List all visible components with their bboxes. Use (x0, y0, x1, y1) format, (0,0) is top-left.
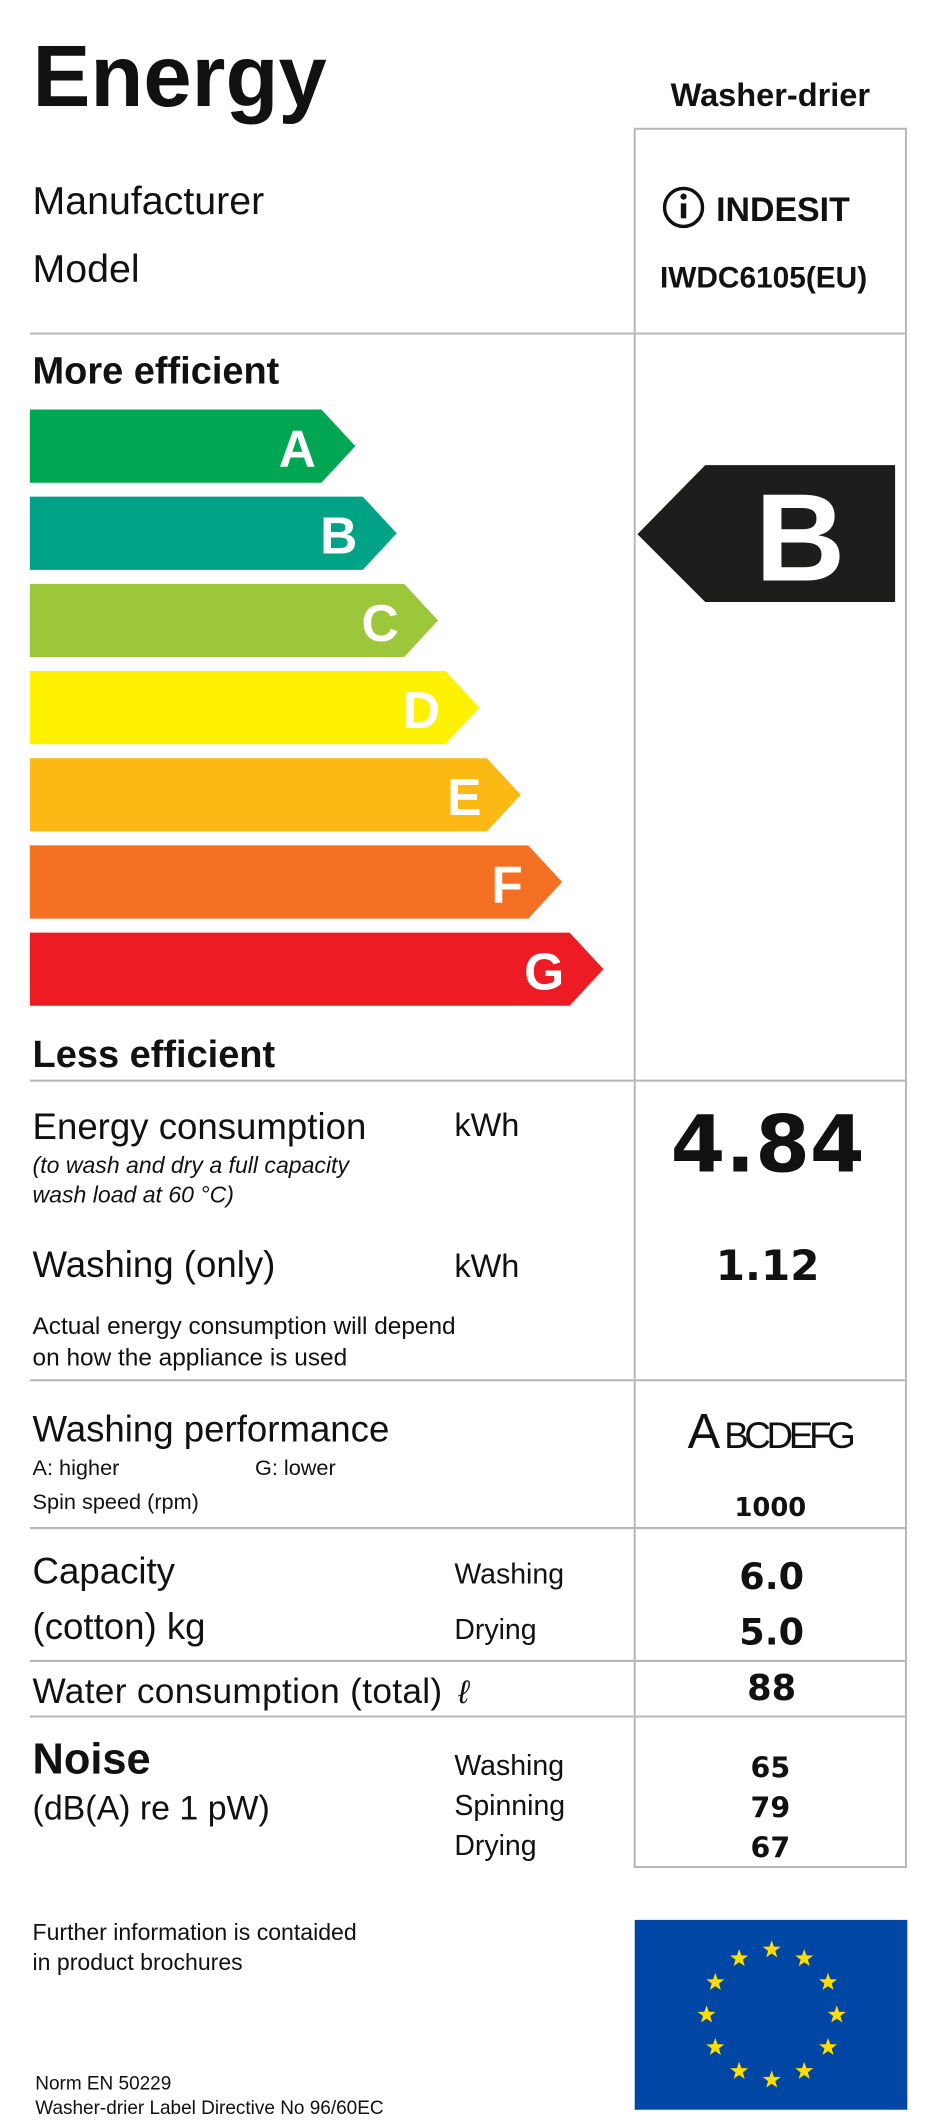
class-letter: E (447, 768, 481, 826)
washing-only-value: 1.12 (716, 1241, 820, 1290)
energy-label-text: Energy consumption (33, 1106, 367, 1147)
appliance: Washer-drier (671, 77, 871, 113)
spin-value: 1000 (734, 1493, 806, 1523)
class-bar (29, 409, 356, 483)
less-efficient: Less efficient (33, 1034, 276, 1076)
logo-stem (680, 203, 687, 219)
logo-dot (680, 193, 687, 200)
class-letter: G (524, 943, 564, 1001)
energy-value: 4.84 (671, 1098, 865, 1190)
class-bar (29, 496, 397, 570)
noise-unit: (dB(A) re 1 pW) (33, 1790, 270, 1828)
info: Further information is contaided (33, 1919, 357, 1945)
noise-row-value: 65 (751, 1752, 791, 1785)
noise-row-label: Drying (454, 1830, 536, 1862)
rating-arrow (637, 465, 896, 603)
noise-row-value: 67 (751, 1832, 791, 1865)
model: IWDC6105(EU) (660, 261, 867, 294)
eu-star (730, 1948, 749, 1967)
performance-label: Washing performance (33, 1408, 390, 1449)
performance-higher: A: higher (33, 1455, 120, 1480)
eu-star (730, 2061, 749, 2079)
logo-ring (662, 186, 705, 229)
performance-lower: G: lower (255, 1455, 336, 1480)
capacity-label: Capacity (33, 1551, 176, 1592)
capacity-drying: 5.0 (739, 1611, 804, 1654)
water-unit: ℓ (457, 1674, 470, 1710)
spin-label: Spin speed (rpm) (33, 1489, 199, 1514)
rating: B (755, 468, 845, 607)
title: Energy (33, 28, 327, 125)
water-value: 88 (747, 1668, 796, 1709)
class-letter: B (320, 507, 357, 565)
info: in product brochures (33, 1949, 243, 1975)
noise-row-label: Washing (454, 1750, 564, 1782)
eu-star (795, 2061, 814, 2079)
energy-note: (to wash and dry a full capacity (33, 1152, 351, 1178)
performance-scale: BCDEFG (724, 1415, 856, 1456)
class-bar (29, 845, 563, 919)
washing-only-unit: kWh (454, 1248, 519, 1284)
eu-star (762, 1940, 781, 1958)
performance-rating: A (688, 1405, 721, 1459)
class-bar (29, 932, 604, 1006)
noise-label: Noise (33, 1735, 151, 1783)
eu-stars (697, 1940, 846, 2088)
noise-row-value: 79 (751, 1792, 791, 1825)
class-letter: C (362, 594, 399, 652)
eu-star (697, 2005, 716, 2023)
energy-note: wash load at 60 °C) (33, 1182, 234, 1208)
eu-star (762, 2070, 781, 2088)
actual-note: Actual energy consumption will depend (33, 1313, 456, 1340)
eu-star (827, 2005, 846, 2023)
class-bar (29, 758, 521, 832)
eu-star (819, 2037, 838, 2056)
norm: Norm EN 50229 (35, 2073, 171, 2094)
model-label: Model (33, 247, 140, 291)
actual-note: on how the appliance is used (33, 1344, 348, 1371)
right-box (633, 127, 907, 1869)
eu-star (819, 1972, 838, 1990)
class-letter: F (491, 855, 522, 913)
eu-star (795, 1948, 814, 1967)
capacity-unit: (cotton) kg (33, 1606, 206, 1647)
manufacturer-label: Manufacturer (33, 179, 265, 223)
washing-only-label: Washing (only) (33, 1244, 276, 1285)
energy-unit: kWh (454, 1107, 519, 1143)
more-efficient: More efficient (33, 351, 280, 393)
manufacturer: INDESIT (716, 191, 850, 229)
eu-star (706, 2037, 725, 2056)
capacity-washing: 6.0 (739, 1555, 804, 1598)
water-label: Water consumption (total) (33, 1672, 443, 1711)
eu-star (706, 1972, 725, 1990)
class-bar (29, 671, 480, 745)
class-letter: A (279, 419, 316, 477)
class-bar (29, 583, 439, 658)
capacity-drying-label: Drying (454, 1614, 536, 1646)
class-letter: D (403, 681, 440, 739)
noise-rows: Washing 65 Spinning 79 Drying 67 (454, 1750, 790, 1865)
noise-row-label: Spinning (454, 1790, 565, 1822)
directive: Washer-drier Label Directive No 96/60EC (35, 2098, 383, 2119)
capacity-washing-label: Washing (454, 1559, 564, 1591)
